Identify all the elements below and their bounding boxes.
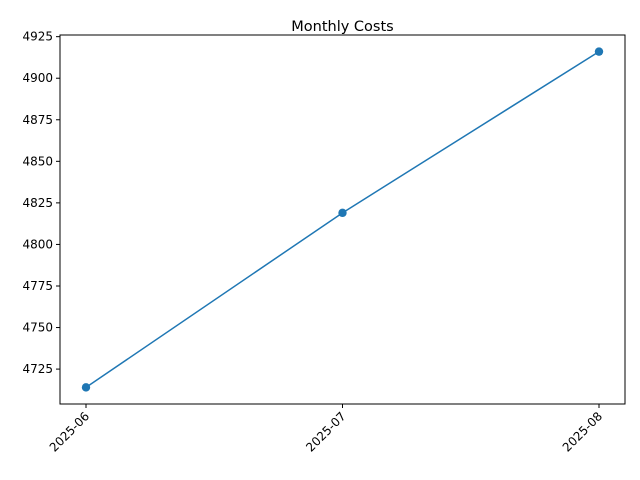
chart-title: Monthly Costs bbox=[291, 19, 393, 35]
y-tick-label: 4725 bbox=[22, 362, 53, 376]
data-point bbox=[81, 383, 91, 392]
series-line bbox=[85, 50, 600, 388]
series-layer bbox=[81, 47, 604, 392]
data-point bbox=[338, 208, 347, 218]
y-tick-label: 4850 bbox=[22, 154, 53, 168]
x-tick-label: 2025-08 bbox=[560, 409, 605, 454]
x-tick-label: 2025-07 bbox=[303, 409, 348, 454]
y-tick-label: 4800 bbox=[22, 237, 53, 251]
x-tick-label: 2025-06 bbox=[47, 409, 92, 454]
y-tick-label: 4825 bbox=[22, 196, 53, 210]
y-tick-label: 4925 bbox=[22, 30, 53, 44]
y-axis: 4725 4750 4775 4800 4825 4850 4875 4900 4925 bbox=[22, 30, 60, 376]
y-tick-label: 4875 bbox=[22, 113, 53, 127]
y-tick-label: 4775 bbox=[22, 279, 53, 293]
y-tick-label: 4750 bbox=[22, 321, 53, 335]
y-tick-label: 4900 bbox=[22, 71, 53, 85]
x-axis: 2025-06 2025-07 2025-08 bbox=[47, 404, 605, 455]
plot-frame bbox=[59, 34, 626, 405]
data-point bbox=[594, 47, 604, 56]
